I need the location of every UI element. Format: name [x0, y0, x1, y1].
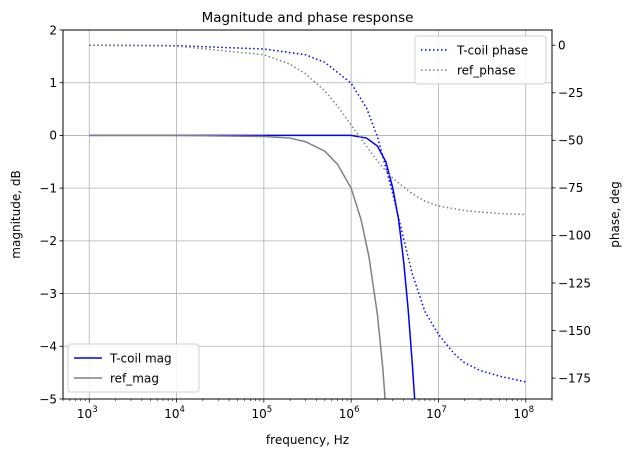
series-line-t-coil-phase — [89, 44, 526, 383]
y-right-tick-label: −175 — [558, 371, 591, 385]
legend-label: ref_mag — [110, 371, 159, 385]
plot-lines — [89, 44, 526, 399]
y-right-tick-label: −125 — [558, 276, 591, 290]
x-tick-label: 103 — [77, 405, 98, 421]
x-tick-label: 106 — [339, 405, 360, 421]
y-right-tick-label: −75 — [558, 181, 583, 195]
legend-label: T-coil phase — [456, 43, 528, 57]
y-axis-right-label: phase, deg — [608, 181, 622, 247]
series-line-ref-mag — [89, 134, 386, 399]
x-tick-label: 104 — [164, 405, 185, 421]
plot-frame — [62, 29, 553, 400]
y-right-tick-label: −150 — [558, 324, 591, 338]
y-right-tick-label: 0 — [558, 39, 566, 53]
legend-upper-right: T-coil phase ref_phase — [414, 35, 547, 85]
y-left-tick-label: −3 — [39, 287, 57, 301]
y-left-tick-label: 0 — [49, 129, 57, 143]
y-left-tick-label: 1 — [49, 76, 57, 90]
x-axis: 103 104 105 106 107 108 — [62, 399, 553, 421]
series-line-ref-phase — [89, 44, 526, 216]
y-axis-right: 0 −25 −50 −75 −100 −125 −150 −175 — [552, 39, 591, 385]
legend-box — [414, 35, 547, 85]
y-right-tick-label: −50 — [558, 134, 583, 148]
y-axis-left-label: magnitude, dB — [9, 170, 23, 258]
legend-lower-left: T-coil mag ref_mag — [67, 343, 200, 393]
x-axis-label: frequency, Hz — [266, 433, 349, 447]
legend-box — [67, 343, 200, 393]
y-left-tick-label: −5 — [39, 392, 57, 406]
legend-label: ref_phase — [457, 63, 516, 77]
y-right-tick-label: −100 — [558, 229, 591, 243]
y-axis-left: 2 1 0 −1 −2 −3 −4 −5 — [39, 23, 63, 406]
y-left-tick-label: −1 — [39, 181, 57, 195]
y-left-tick-label: 2 — [49, 23, 57, 37]
legend-label: T-coil mag — [109, 351, 172, 365]
x-tick-label: 107 — [426, 405, 447, 421]
y-left-tick-label: −4 — [39, 340, 57, 354]
x-tick-label: 105 — [252, 405, 273, 421]
y-left-tick-label: −2 — [39, 234, 57, 248]
chart-title: Magnitude and phase response — [202, 10, 414, 26]
y-right-tick-label: −25 — [558, 86, 583, 100]
x-tick-label: 108 — [513, 405, 534, 421]
